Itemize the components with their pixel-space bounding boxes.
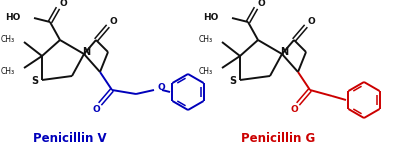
- Text: CH₃: CH₃: [199, 34, 213, 43]
- Text: N: N: [82, 47, 90, 57]
- Text: O: O: [308, 18, 316, 26]
- Text: CH₃: CH₃: [199, 67, 213, 75]
- Text: O: O: [92, 105, 100, 115]
- Text: S: S: [32, 76, 38, 86]
- Text: Penicillin V: Penicillin V: [33, 132, 107, 145]
- Text: O: O: [290, 105, 298, 115]
- Text: O: O: [110, 18, 118, 26]
- Text: Penicillin G: Penicillin G: [241, 132, 315, 145]
- Text: HO: HO: [203, 12, 218, 22]
- Text: CH₃: CH₃: [1, 67, 15, 75]
- Text: O: O: [258, 0, 266, 8]
- Text: O: O: [60, 0, 68, 8]
- Text: N: N: [280, 47, 288, 57]
- Text: O: O: [158, 83, 166, 93]
- Text: HO: HO: [5, 12, 20, 22]
- Text: CH₃: CH₃: [1, 34, 15, 43]
- Text: S: S: [230, 76, 236, 86]
